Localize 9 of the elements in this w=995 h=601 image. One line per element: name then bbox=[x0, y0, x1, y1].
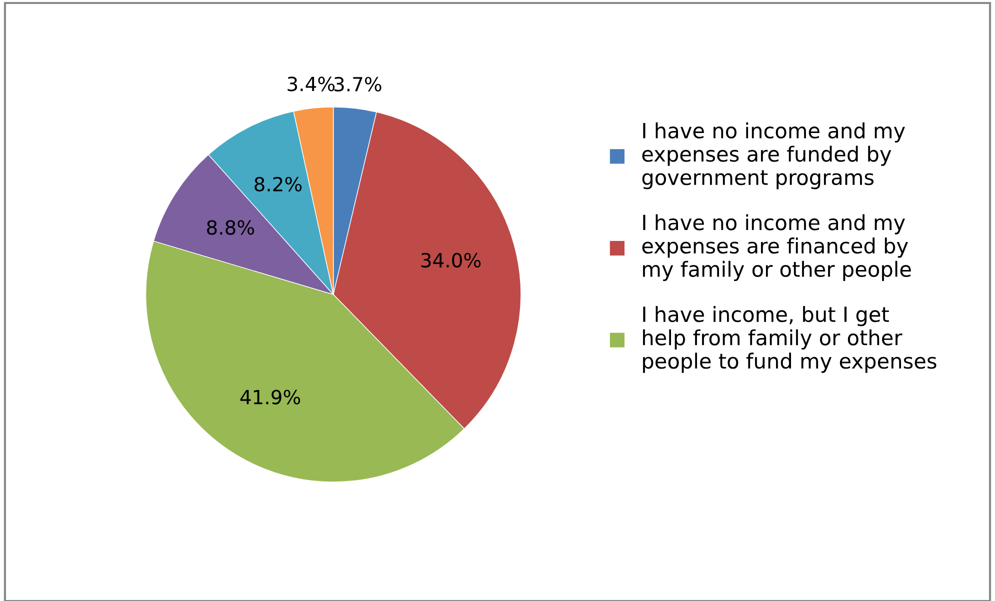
data-label: 34.0% bbox=[421, 252, 481, 268]
data-label: 41.9% bbox=[240, 390, 300, 404]
legend-label: I have no income and my expenses are financed by my family or other people bbox=[642, 214, 911, 282]
data-label: 8.8% bbox=[207, 220, 254, 235]
data-label: 3.7% bbox=[334, 76, 382, 92]
legend-label: I have no income and my expenses are funded by government programs bbox=[642, 122, 905, 190]
legend-label: I have income, but I get help from family or other people to fund my expenses bbox=[643, 306, 936, 373]
data-label: 3.4% bbox=[288, 76, 335, 92]
data-label: 8.2% bbox=[254, 176, 302, 192]
